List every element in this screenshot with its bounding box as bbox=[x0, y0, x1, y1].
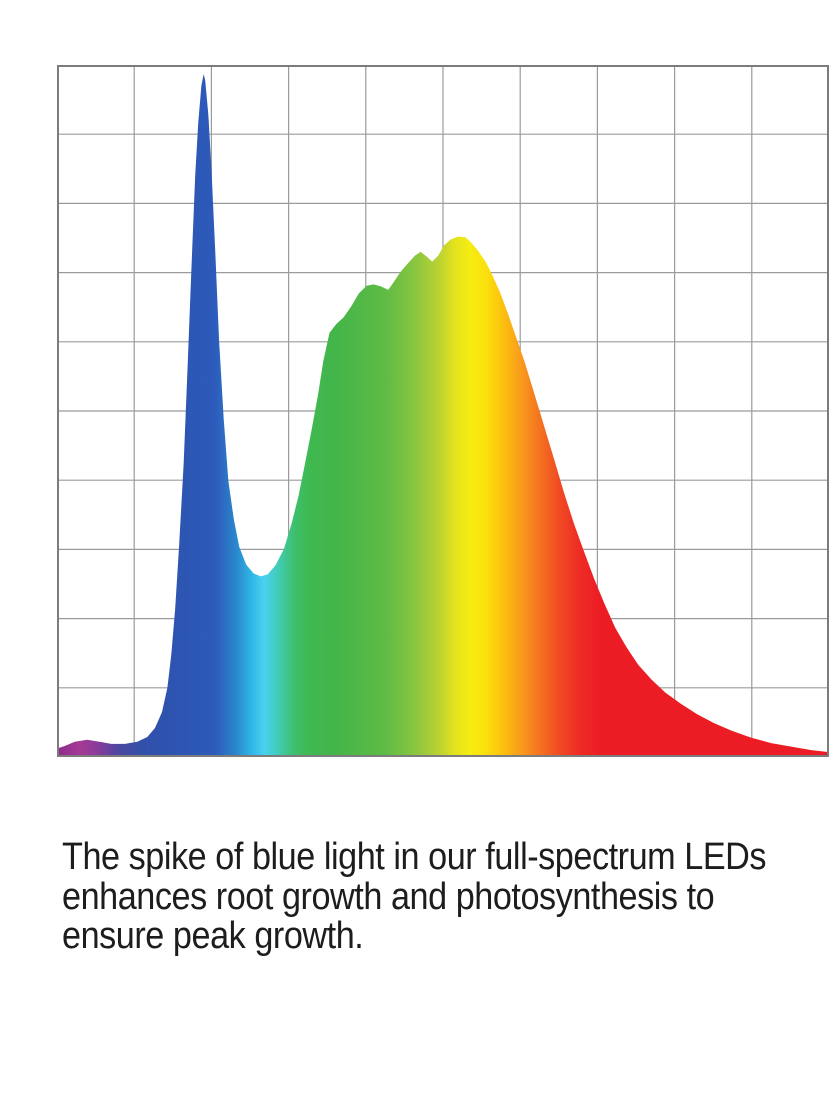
chart-border bbox=[57, 65, 829, 757]
spectrum-chart bbox=[57, 65, 829, 757]
spectrum-area bbox=[57, 74, 829, 757]
caption-line-2: enhances root growth and photosynthesis … bbox=[62, 875, 715, 918]
caption-line-1: The spike of blue light in our full-spec… bbox=[62, 836, 767, 878]
spectrum-svg bbox=[57, 65, 829, 757]
caption: The spike of blue light in our full-spec… bbox=[62, 836, 767, 957]
caption-line-3: ensure peak growth. bbox=[62, 915, 364, 957]
